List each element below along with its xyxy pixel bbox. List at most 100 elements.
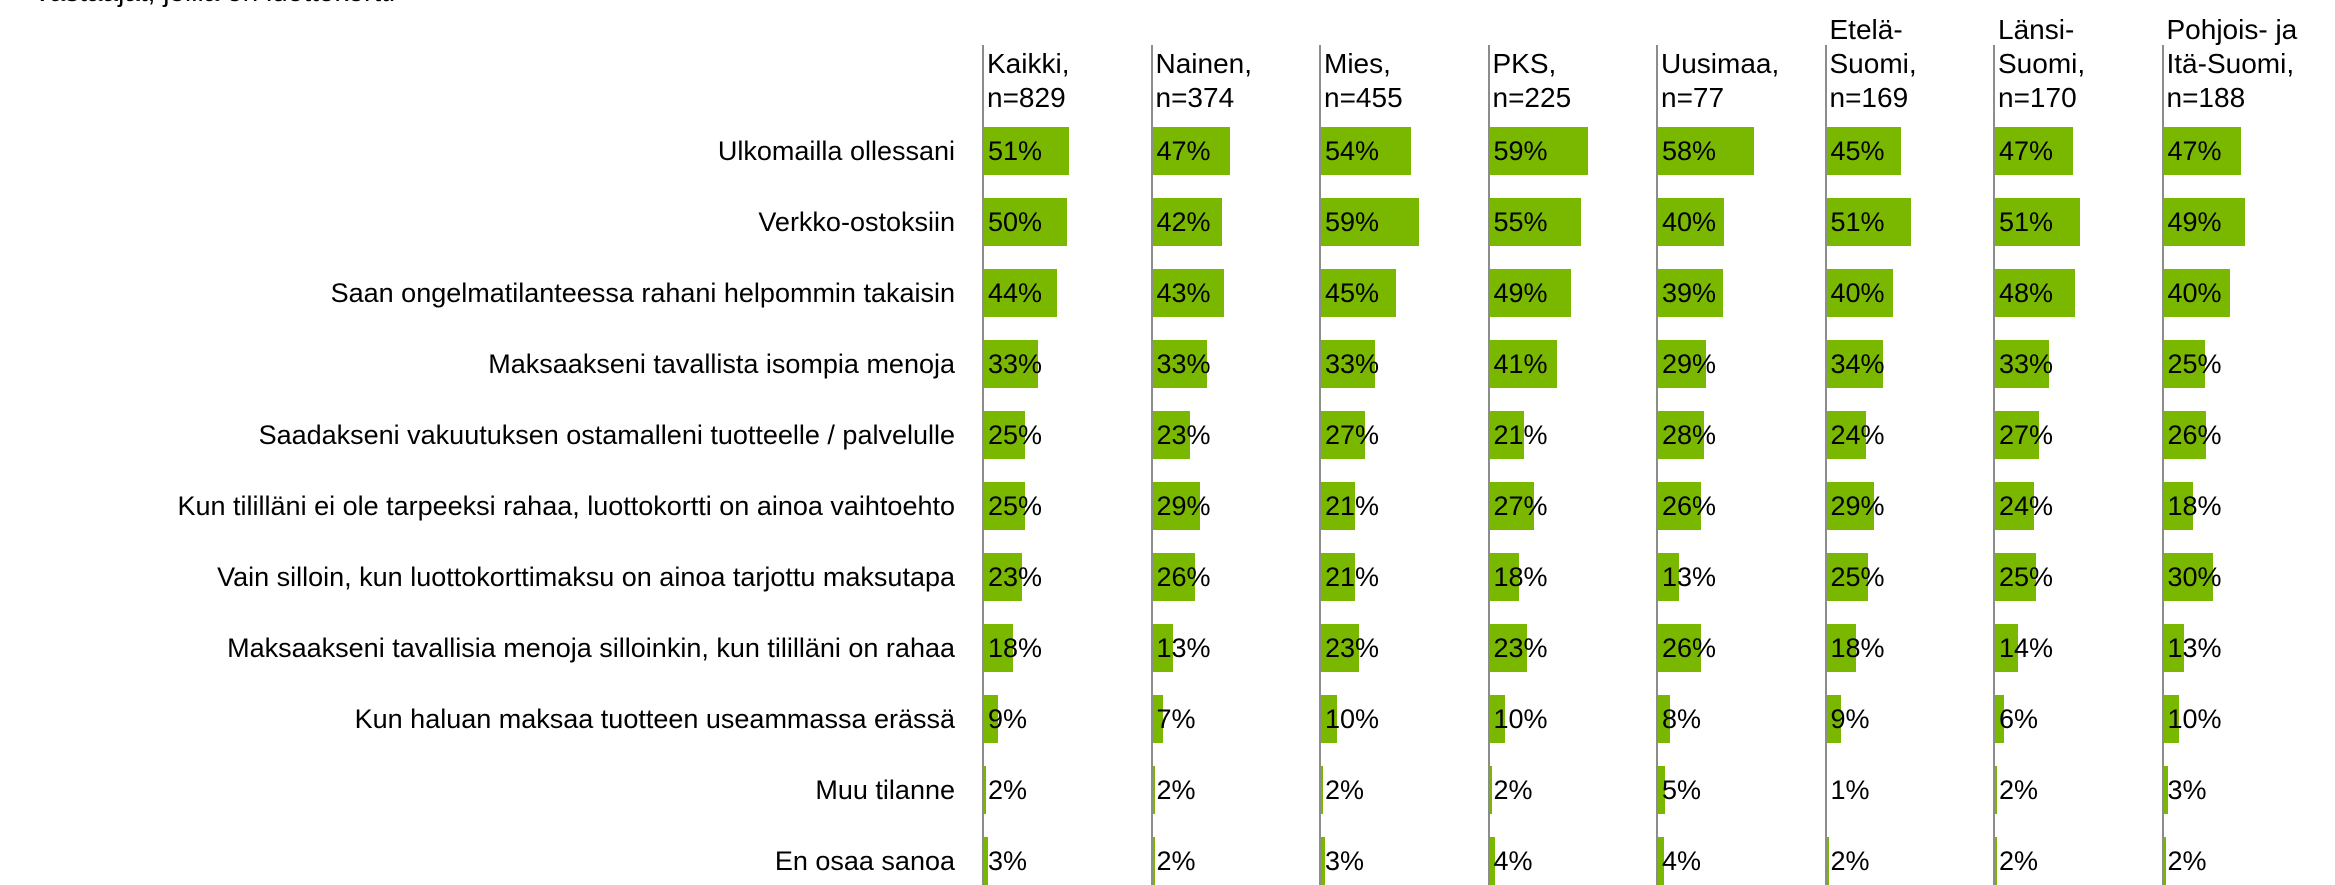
subtitle: Vastaajat, joilla on luottokortti (33, 0, 395, 8)
value-label: 34% (1830, 349, 1885, 379)
bar (1994, 695, 2005, 743)
column-baseline (1319, 45, 1321, 885)
bar (983, 482, 1025, 530)
column-header: Etelä- Suomi, n=169 (1829, 14, 1917, 113)
bar (2162, 624, 2185, 672)
column-header: Uusimaa, n=77 (1661, 48, 1780, 113)
bar (2162, 695, 2180, 743)
bar (1320, 624, 1359, 672)
column-header: Mies, n=455 (1324, 48, 1403, 113)
value-label: 51% (988, 136, 1043, 166)
value-label: 47% (1999, 136, 2054, 166)
column-header: Kaikki, n=829 (987, 48, 1070, 113)
value-label: 14% (1999, 633, 2054, 663)
bar (1825, 837, 1829, 885)
value-label: 40% (1830, 278, 1885, 308)
value-label: 25% (988, 491, 1043, 521)
value-label: 59% (1493, 136, 1548, 166)
value-label: 1% (1830, 775, 1870, 805)
value-label: 3% (988, 846, 1028, 876)
bar (1657, 127, 1755, 175)
category-label: Maksaakseni tavallisia menoja silloinkin… (227, 633, 955, 663)
value-label: 51% (1830, 207, 1885, 237)
bar (1994, 340, 2050, 388)
value-label: 18% (1830, 633, 1885, 663)
value-label: 2% (1493, 775, 1533, 805)
value-label: 4% (1493, 846, 1533, 876)
value-label: 24% (1999, 491, 2054, 521)
bar (1320, 411, 1366, 459)
category-label: Verkko-ostoksiin (758, 207, 955, 237)
bar (2162, 127, 2242, 175)
bar (1488, 127, 1588, 175)
value-label: 2% (1999, 775, 2039, 805)
bar (1825, 482, 1875, 530)
value-label: 10% (1325, 704, 1380, 734)
value-label: 10% (2167, 704, 2222, 734)
value-label: 29% (1156, 491, 1211, 521)
value-label: 33% (1325, 349, 1380, 379)
value-label: 10% (1493, 704, 1548, 734)
bar (2162, 766, 2168, 814)
value-label: 33% (1999, 349, 2054, 379)
category-label: Maksaakseni tavallista isompia menoja (488, 349, 955, 379)
value-label: 3% (1325, 846, 1365, 876)
bar (2162, 482, 2193, 530)
category-label: Saan ongelmatilanteessa rahani helpommin… (330, 278, 955, 308)
category-label: Ulkomailla ollessani (717, 136, 955, 166)
value-label: 26% (1156, 562, 1211, 592)
value-label: 7% (1156, 704, 1196, 734)
bar (1151, 411, 1191, 459)
column-header: Nainen, n=374 (1155, 48, 1253, 113)
bar (983, 837, 989, 885)
value-label: 48% (1999, 278, 2054, 308)
column-header: PKS, n=225 (1492, 48, 1572, 113)
value-label: 23% (1325, 633, 1380, 663)
bar (1488, 340, 1558, 388)
value-label: 21% (1493, 420, 1548, 450)
bar (1151, 198, 1223, 246)
column-baseline (1150, 45, 1153, 885)
category-label: Muu tilanne (815, 775, 955, 805)
value-label: 29% (1662, 349, 1717, 379)
value-label: 5% (1662, 775, 1702, 805)
bar (1488, 198, 1581, 246)
column-header: Pohjois- ja Itä-Suomi, n=188 (2166, 14, 2298, 113)
value-label: 41% (1493, 349, 1548, 379)
value-label: 30% (2167, 562, 2222, 592)
bar (1657, 198, 1725, 246)
bar (1488, 411, 1524, 459)
bar (1151, 553, 1196, 601)
bar (1320, 198, 1420, 246)
bar (1825, 127, 1902, 175)
value-label: 45% (1325, 278, 1380, 308)
bar (1320, 482, 1356, 530)
bar (1994, 766, 1998, 814)
column-header: Länsi- Suomi, n=170 (1998, 14, 2086, 113)
bar (983, 553, 1022, 601)
column-baseline (1487, 45, 1490, 885)
bar (1825, 340, 1883, 388)
bar (983, 198, 1067, 246)
bar (983, 127, 1069, 175)
value-label: 49% (2167, 207, 2222, 237)
bar (1994, 482, 2035, 530)
value-label: 49% (1493, 278, 1548, 308)
value-label: 21% (1325, 562, 1380, 592)
value-label: 55% (1493, 207, 1548, 237)
bar (1994, 269, 2075, 317)
value-label: 13% (2167, 633, 2222, 663)
bar (1994, 198, 2080, 246)
bar (1488, 482, 1534, 530)
bar (1151, 340, 1207, 388)
bar (1657, 695, 1671, 743)
bar (2162, 269, 2230, 317)
value-label: 2% (1325, 775, 1365, 805)
bar (983, 695, 999, 743)
value-label: 54% (1325, 136, 1380, 166)
value-label: 42% (1156, 207, 1211, 237)
column-baseline (1993, 45, 1995, 885)
bar (1488, 837, 1496, 885)
bar (1488, 624, 1528, 672)
